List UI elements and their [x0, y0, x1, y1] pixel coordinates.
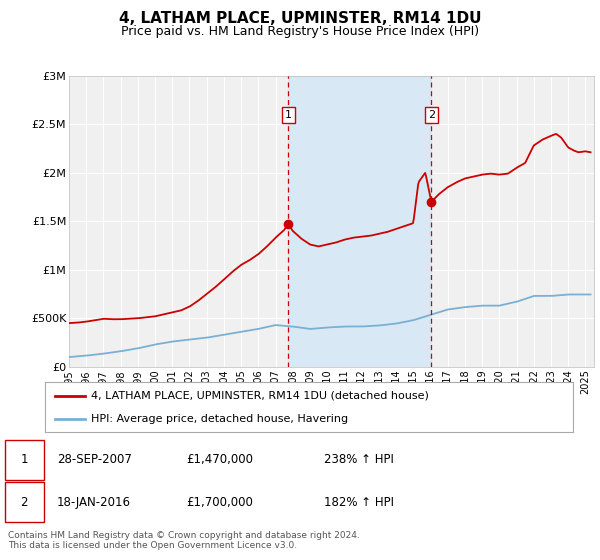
- Text: 182% ↑ HPI: 182% ↑ HPI: [324, 496, 394, 509]
- Text: 2: 2: [428, 110, 435, 120]
- Text: 28-SEP-2007: 28-SEP-2007: [57, 453, 132, 466]
- Text: Price paid vs. HM Land Registry's House Price Index (HPI): Price paid vs. HM Land Registry's House …: [121, 25, 479, 38]
- Bar: [288, 76, 431, 367]
- Text: 2: 2: [20, 496, 28, 509]
- Text: 4, LATHAM PLACE, UPMINSTER, RM14 1DU (detached house): 4, LATHAM PLACE, UPMINSTER, RM14 1DU (de…: [91, 390, 430, 400]
- Text: £1,470,000: £1,470,000: [186, 453, 253, 466]
- Text: £1,700,000: £1,700,000: [186, 496, 253, 509]
- Text: 238% ↑ HPI: 238% ↑ HPI: [324, 453, 394, 466]
- Text: 1: 1: [285, 110, 292, 120]
- Text: Contains HM Land Registry data © Crown copyright and database right 2024.
This d: Contains HM Land Registry data © Crown c…: [8, 531, 359, 550]
- Text: 18-JAN-2016: 18-JAN-2016: [57, 496, 131, 509]
- Text: 4, LATHAM PLACE, UPMINSTER, RM14 1DU: 4, LATHAM PLACE, UPMINSTER, RM14 1DU: [119, 11, 481, 26]
- Text: 1: 1: [20, 453, 28, 466]
- Text: HPI: Average price, detached house, Havering: HPI: Average price, detached house, Have…: [91, 414, 349, 424]
